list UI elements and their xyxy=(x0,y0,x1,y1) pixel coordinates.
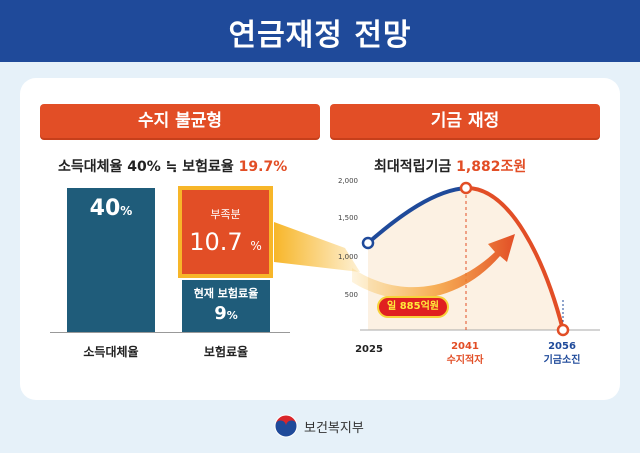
right-banner: 기금 재정 xyxy=(330,104,600,138)
deficit-arrow xyxy=(352,234,515,300)
right-subtitle-prefix: 최대적립기금 xyxy=(374,159,457,175)
page-title: 연금재정 전망 xyxy=(228,18,412,53)
income-bar-label: 소득대체율 xyxy=(83,345,139,359)
x-label-2025-year: 2025 xyxy=(355,344,383,355)
deficit-label: 부족분 xyxy=(210,208,241,221)
deficit-unit: % xyxy=(250,239,262,253)
end-point-2056 xyxy=(556,323,570,337)
x-label-2041-year: 2041 xyxy=(451,341,479,352)
left-banner: 수지 불균형 xyxy=(40,104,320,138)
income-replacement-bar: 40% xyxy=(67,188,155,332)
deficit-value-wrap: 10.7 % xyxy=(182,228,269,256)
x-label-2056: 2056 기금소진 xyxy=(527,340,597,368)
right-subtitle-highlight: 1,882조원 xyxy=(456,159,527,175)
peak-point-2041 xyxy=(459,181,473,195)
deficit-box: 부족분 10.7 % xyxy=(178,186,273,278)
taegeuk-logo-icon xyxy=(274,414,298,438)
current-premium-value: 9 xyxy=(214,303,227,324)
bar-baseline xyxy=(50,332,290,333)
x-label-2056-year: 2056 xyxy=(548,341,576,352)
daily-deficit-pill: 일 885억원 xyxy=(377,296,449,318)
deficit-value: 10.7 xyxy=(189,228,243,256)
income-bar-unit: % xyxy=(120,204,133,218)
x-label-2041-note: 수지적자 xyxy=(446,355,484,366)
y-tick-1500: 1,500 xyxy=(337,214,358,222)
y-tick-1000: 1,000 xyxy=(337,253,358,261)
current-premium-value-wrap: 9% xyxy=(182,303,270,324)
current-premium-unit: % xyxy=(226,309,238,322)
left-subtitle-prefix: 소득대체율 40% ≒ 보험료율 xyxy=(58,159,239,175)
fund-curve-rise xyxy=(366,186,468,245)
income-bar-value-wrap: 40% xyxy=(67,196,155,221)
x-label-2056-note: 기금소진 xyxy=(543,355,581,366)
left-subtitle: 소득대체율 40% ≒ 보험료율 19.7% xyxy=(58,156,287,176)
current-premium-label: 현재 보험료율 xyxy=(193,287,259,300)
header-bar: 연금재정 전망 xyxy=(0,0,640,62)
x-label-2025: 2025 xyxy=(334,343,404,357)
x-label-2041: 2041 수지적자 xyxy=(430,340,500,368)
left-subtitle-highlight: 19.7% xyxy=(238,159,288,175)
y-tick-500: 500 xyxy=(344,291,358,299)
income-bar-value: 40 xyxy=(89,196,121,221)
fund-curve-fall xyxy=(464,185,565,332)
y-tick-2000: 2,000 xyxy=(337,177,358,185)
right-subtitle: 최대적립기금 1,882조원 xyxy=(374,156,526,176)
current-premium-bar: 현재 보험료율 9% xyxy=(182,280,270,332)
premium-bar-label: 보험료율 xyxy=(203,345,249,359)
footer-org-name: 보건복지부 xyxy=(304,421,364,436)
start-point-2025 xyxy=(361,236,375,250)
deficit-funnel xyxy=(274,222,360,272)
